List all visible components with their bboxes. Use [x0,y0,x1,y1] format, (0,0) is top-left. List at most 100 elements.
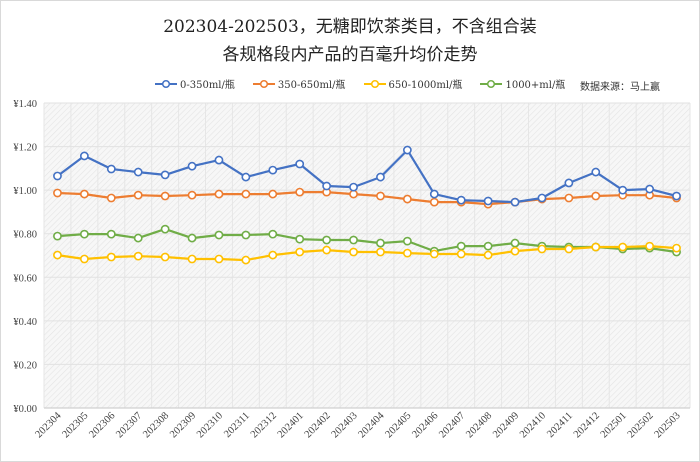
data-point-marker [456,241,466,251]
x-tick-label: 202409 [491,410,521,440]
x-tick-label: 202304 [34,410,65,441]
data-point-marker [483,250,493,260]
x-tick-label: 202410 [518,410,548,440]
y-tick-label: ¥1.40 [13,99,37,110]
y-tick-label: ¥0.80 [13,230,37,241]
x-tick-label: 202307 [114,410,144,440]
data-point-marker [564,178,574,188]
data-point-marker [53,171,62,181]
data-point-marker [349,247,358,257]
line-marker-icon [252,79,275,88]
line-marker-icon [480,79,503,88]
x-tick-label: 202309 [168,410,198,440]
data-point-marker [241,255,251,265]
legend-item-0-350ml: 0-350ml/瓶 [155,76,235,91]
data-point-marker [510,197,520,207]
data-point-marker [537,244,547,254]
x-tick-label: 202305 [60,410,90,440]
data-point-marker [456,195,466,205]
data-point-marker [214,254,224,264]
data-point-marker [564,244,574,254]
data-point-marker [79,229,89,239]
legend-label: 1000+ml/瓶 [505,80,566,91]
line-marker-icon [363,79,386,88]
data-point-marker [591,191,601,201]
x-tick-label: 202502 [626,410,656,440]
legend-label: 650-1000ml/瓶 [388,80,463,91]
data-point-marker [160,224,170,234]
data-point-marker [268,165,278,175]
data-series [53,145,681,265]
data-point-marker [106,252,116,262]
legend-label: 0-350ml/瓶 [180,80,235,91]
data-point-marker [429,189,439,199]
data-point-marker [106,229,116,239]
data-point-marker [618,185,628,195]
data-point-marker [510,238,520,248]
x-tick-label: 202407 [437,410,467,440]
data-point-marker [241,230,251,240]
x-tick-label: 202311 [222,410,252,440]
data-point-marker [187,161,197,171]
series-line [53,145,681,207]
x-tick-label: 202408 [464,410,494,440]
data-point-marker [268,229,278,239]
data-point-marker [537,193,547,203]
x-tick-label: 202308 [141,410,171,440]
data-point-marker [349,189,358,199]
data-point-marker [187,233,197,243]
series-line [53,241,681,265]
data-point-marker [160,252,170,262]
x-tick-label: 202401 [276,410,306,440]
data-point-marker [106,164,116,174]
data-point-marker [295,159,305,169]
data-point-marker [402,194,412,204]
chart-title-line1: 202304-202503，无糖即饮茶类目，不含组合装 [163,17,537,37]
y-tick-label: ¥0.00 [13,404,37,415]
x-tick-label: 202310 [195,410,225,440]
data-point-marker [160,191,170,201]
data-point-marker [376,238,385,248]
data-point-marker [214,189,224,199]
legend-item-350-650ml: 350-650ml/瓶 [252,76,346,91]
data-point-marker [402,145,412,155]
data-point-marker [645,241,655,251]
x-axis: 2023042023052023062023072023082023092023… [34,410,683,441]
legend-item-1000plus-ml: 1000+ml/瓶 [480,76,565,91]
y-axis: ¥0.00 ¥0.20 ¥0.40 ¥0.60 ¥0.80 ¥1.00 ¥1.20 ¥1.40 [13,99,37,415]
data-point-marker [160,170,170,180]
data-point-marker [295,234,305,244]
data-point-marker [322,181,332,191]
data-point-marker [376,172,385,182]
data-point-marker [187,190,197,200]
y-tick-label: ¥0.60 [13,273,37,284]
data-point-marker [268,250,278,260]
legend-label: 350-650ml/瓶 [277,80,346,91]
data-point-marker [322,245,332,255]
data-point-marker [322,235,332,245]
data-point-marker [241,172,251,182]
data-point-marker [214,155,224,165]
data-point-marker [483,196,493,206]
data-point-marker [79,151,89,161]
data-point-marker [133,190,143,200]
y-tick-label: ¥0.20 [13,360,37,371]
x-tick-label: 202306 [87,410,117,440]
data-point-marker [187,254,197,264]
y-tick-label: ¥1.20 [13,143,37,154]
x-tick-label: 202312 [249,410,279,440]
data-point-marker [645,184,655,194]
line-marker-icon [155,79,177,88]
x-tick-label: 202406 [410,410,440,440]
data-point-marker [214,230,224,240]
data-point-marker [349,182,358,192]
x-tick-label: 202404 [357,410,388,441]
x-tick-label: 202405 [383,410,413,440]
data-point-marker [241,189,251,199]
data-point-marker [268,189,278,199]
data-point-marker [456,249,466,259]
x-tick-label: 202412 [572,410,602,440]
x-tick-label: 202402 [303,410,333,440]
data-point-marker [53,250,62,260]
